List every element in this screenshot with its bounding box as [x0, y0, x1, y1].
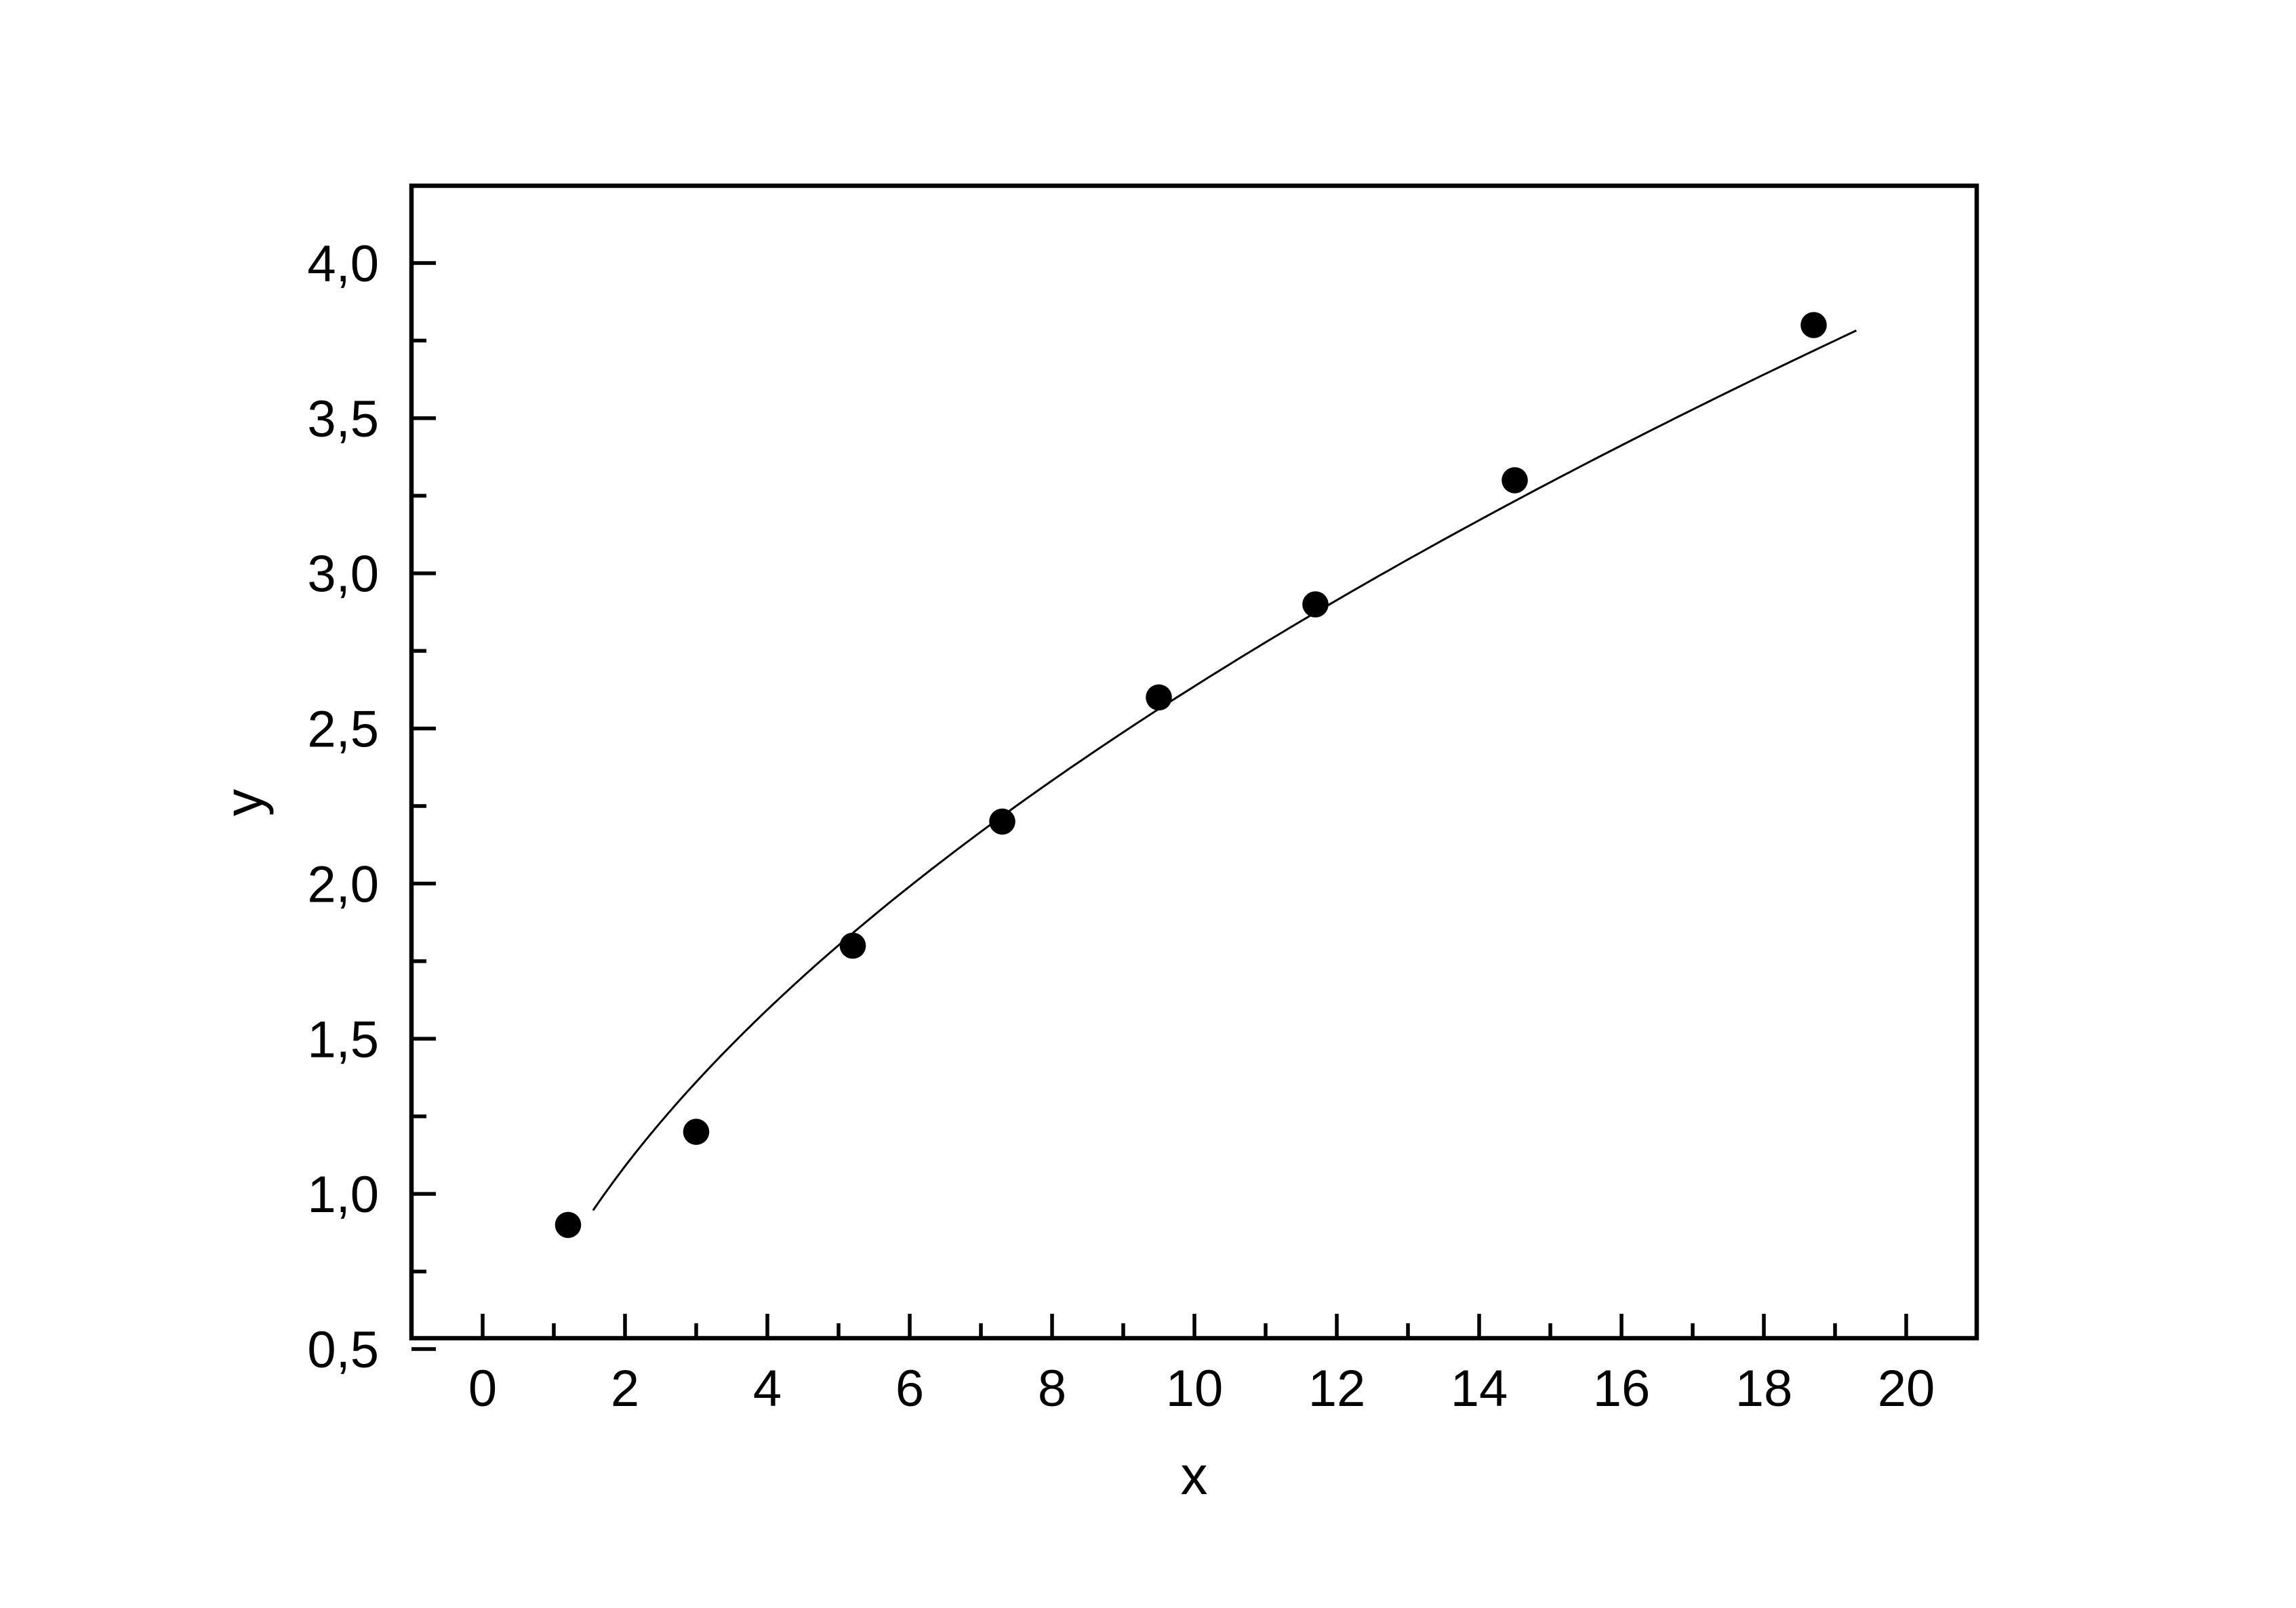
svg-text:0: 0 [468, 1360, 497, 1418]
svg-text:6: 6 [895, 1360, 924, 1418]
svg-text:1,5: 1,5 [307, 1011, 379, 1068]
svg-text:18: 18 [1735, 1360, 1793, 1418]
svg-text:8: 8 [1038, 1360, 1066, 1418]
svg-text:3,0: 3,0 [307, 546, 379, 603]
svg-text:2: 2 [611, 1360, 639, 1418]
svg-text:2,0: 2,0 [307, 856, 379, 913]
svg-text:20: 20 [1878, 1360, 1935, 1418]
svg-text:10: 10 [1166, 1360, 1224, 1418]
svg-text:16: 16 [1593, 1360, 1651, 1418]
svg-text:1,0: 1,0 [307, 1166, 379, 1224]
svg-text:x: x [1181, 1445, 1208, 1506]
svg-text:0,5: 0,5 [307, 1321, 379, 1379]
svg-text:3,5: 3,5 [307, 390, 379, 448]
svg-text:14: 14 [1451, 1360, 1508, 1418]
svg-text:4,0: 4,0 [307, 235, 379, 293]
svg-text:2,5: 2,5 [307, 701, 379, 759]
svg-text:y: y [214, 789, 274, 816]
svg-text:4: 4 [753, 1360, 782, 1418]
svg-text:12: 12 [1308, 1360, 1366, 1418]
